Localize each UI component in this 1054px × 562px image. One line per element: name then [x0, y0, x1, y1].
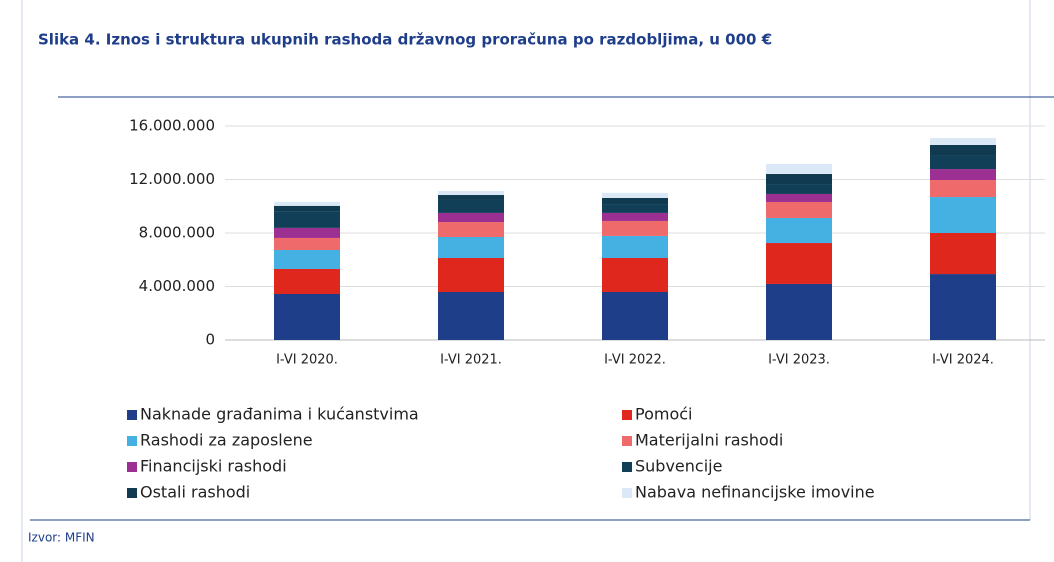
bar-segment [930, 197, 996, 233]
legend-label: Rashodi za zaposlene [140, 431, 313, 450]
bar-segment [766, 218, 832, 244]
y-tick-label: 16.000.000 [129, 117, 215, 135]
x-tick-label: I-VI 2023. [768, 353, 830, 368]
bar-segment [438, 258, 504, 292]
bar-segment [438, 191, 504, 196]
bar-segment [438, 222, 504, 238]
x-tick-label: I-VI 2021. [440, 353, 502, 368]
bar-segment [930, 169, 996, 181]
bar-segment [602, 197, 668, 205]
legend-swatch [127, 462, 137, 472]
bar-segment [274, 211, 340, 228]
bar-segment [274, 205, 340, 212]
chart-title: Slika 4. Iznos i struktura ukupnih rasho… [38, 31, 772, 49]
bar-segment [274, 237, 340, 250]
bar-segment [930, 233, 996, 275]
bar-segment [602, 258, 668, 292]
bar-segment [766, 283, 832, 340]
bar-segment [930, 274, 996, 340]
x-tick-label: I-VI 2020. [276, 353, 338, 368]
legend-swatch [622, 462, 632, 472]
legend-label: Ostali rashodi [140, 483, 250, 502]
bar-segment [766, 163, 832, 175]
bar-segment [766, 184, 832, 194]
legend-label: Subvencije [635, 457, 722, 476]
legend-swatch [127, 488, 137, 498]
bar-segment [766, 201, 832, 219]
bar-segment [274, 249, 340, 269]
legend-label: Materijalni rashodi [635, 431, 783, 450]
bar-segment [602, 235, 668, 259]
bar-segment [930, 144, 996, 156]
bar-segment [438, 237, 504, 259]
bar-segment [274, 293, 340, 340]
y-tick-label: 8.000.000 [139, 224, 215, 242]
bar-segment [930, 155, 996, 170]
legend-swatch [622, 488, 632, 498]
bar-segment [274, 227, 340, 238]
legend-label: Nabava nefinancijske imovine [635, 483, 875, 502]
y-tick-label: 12.000.000 [129, 170, 215, 188]
bar-segment [930, 180, 996, 198]
bar-segment [438, 199, 504, 213]
legend-label: Naknade građanima i kućanstvima [140, 405, 419, 424]
legend-swatch [127, 410, 137, 420]
bar-segment [766, 174, 832, 185]
bar-segment [438, 195, 504, 200]
bar-segment [930, 138, 996, 145]
y-tick-label: 0 [205, 331, 215, 349]
legend-label: Pomoći [635, 405, 692, 424]
legend-label: Financijski rashodi [140, 457, 287, 476]
legend-swatch [127, 436, 137, 446]
bar-segment [602, 220, 668, 236]
bar-segment [438, 291, 504, 340]
bar-segment [438, 212, 504, 223]
y-tick-label: 4.000.000 [139, 277, 215, 295]
x-tick-label: I-VI 2024. [932, 353, 994, 368]
x-tick-label: I-VI 2022. [604, 353, 666, 368]
legend-swatch [622, 410, 632, 420]
bar-segment [602, 291, 668, 340]
bar-segment [274, 201, 340, 206]
source: Izvor: MFIN [28, 531, 95, 545]
legend-swatch [622, 436, 632, 446]
bar-segment [766, 193, 832, 202]
bar-segment [602, 204, 668, 213]
bar-segment [602, 212, 668, 221]
bar-segment [274, 268, 340, 294]
bar-segment [766, 243, 832, 284]
bar-segment [602, 192, 668, 198]
